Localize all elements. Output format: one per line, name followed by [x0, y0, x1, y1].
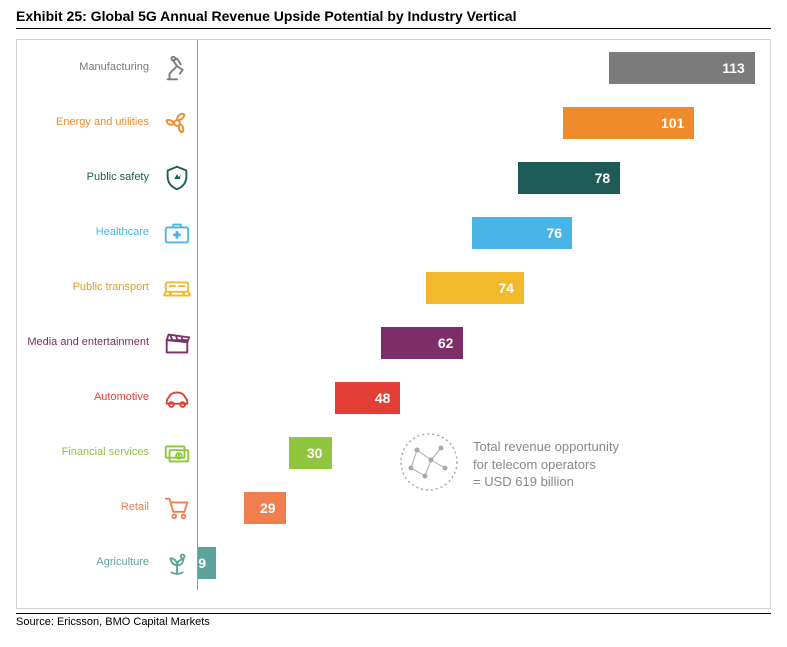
clapper-icon [157, 328, 197, 358]
plant-icon [157, 548, 197, 578]
chart-row: Automotive 48 [17, 370, 770, 425]
bar: 29 [244, 492, 286, 524]
bar: 48 [335, 382, 400, 414]
bar-track: 30 [197, 425, 770, 480]
chart-row: Retail 29 [17, 480, 770, 535]
bar-value: 101 [661, 115, 684, 131]
shield-icon [157, 163, 197, 193]
chart-container: Total revenue opportunityfor telecom ope… [16, 39, 771, 609]
bar: 9 [198, 547, 216, 579]
robot-arm-icon [157, 53, 197, 83]
bar-value: 78 [595, 170, 611, 186]
bar-track: 29 [197, 480, 770, 535]
fan-icon [157, 108, 197, 138]
cart-icon [157, 493, 197, 523]
bar-value: 9 [198, 555, 206, 571]
chart-row: Energy and utilities 101 [17, 95, 770, 150]
bar-track: 62 [197, 315, 770, 370]
money-icon [157, 438, 197, 468]
chart-row: Public safety 78 [17, 150, 770, 205]
category-label: Financial services [17, 446, 157, 459]
train-icon [157, 273, 197, 303]
category-label: Agriculture [17, 556, 157, 569]
bar-track: 113 [197, 40, 770, 95]
category-label: Media and entertainment [17, 336, 157, 349]
bar-value: 29 [260, 500, 276, 516]
category-label: Retail [17, 501, 157, 514]
bar-value: 113 [722, 60, 745, 76]
bar-track: 48 [197, 370, 770, 425]
car-icon [157, 383, 197, 413]
chart-row: Manufacturing 113 [17, 40, 770, 95]
source-line: Source: Ericsson, BMO Capital Markets [16, 613, 771, 628]
category-label: Manufacturing [17, 61, 157, 74]
chart-row: Financial services 30 [17, 425, 770, 480]
chart-row: Public transport 74 [17, 260, 770, 315]
bar-track: 76 [197, 205, 770, 260]
bar-value: 48 [375, 390, 391, 406]
bar: 74 [426, 272, 524, 304]
chart-row: Media and entertainment 62 [17, 315, 770, 370]
bar-track: 74 [197, 260, 770, 315]
bar: 30 [289, 437, 332, 469]
medkit-icon [157, 218, 197, 248]
bar-value: 74 [498, 280, 514, 296]
bar-value: 76 [546, 225, 562, 241]
bar-value: 30 [307, 445, 323, 461]
bar: 113 [609, 52, 755, 84]
bar-track: 78 [197, 150, 770, 205]
category-label: Public transport [17, 281, 157, 294]
bar: 62 [381, 327, 464, 359]
exhibit-title: Exhibit 25: Global 5G Annual Revenue Ups… [16, 8, 771, 29]
category-label: Public safety [17, 171, 157, 184]
category-label: Healthcare [17, 226, 157, 239]
bar-value: 62 [438, 335, 454, 351]
bar: 78 [518, 162, 621, 194]
category-label: Automotive [17, 391, 157, 404]
bar: 101 [563, 107, 694, 139]
chart-row: Healthcare 76 [17, 205, 770, 260]
category-label: Energy and utilities [17, 116, 157, 129]
bar-track: 9 [197, 535, 770, 590]
bar: 76 [472, 217, 572, 249]
chart-row: Agriculture 9 [17, 535, 770, 590]
bar-track: 101 [197, 95, 770, 150]
